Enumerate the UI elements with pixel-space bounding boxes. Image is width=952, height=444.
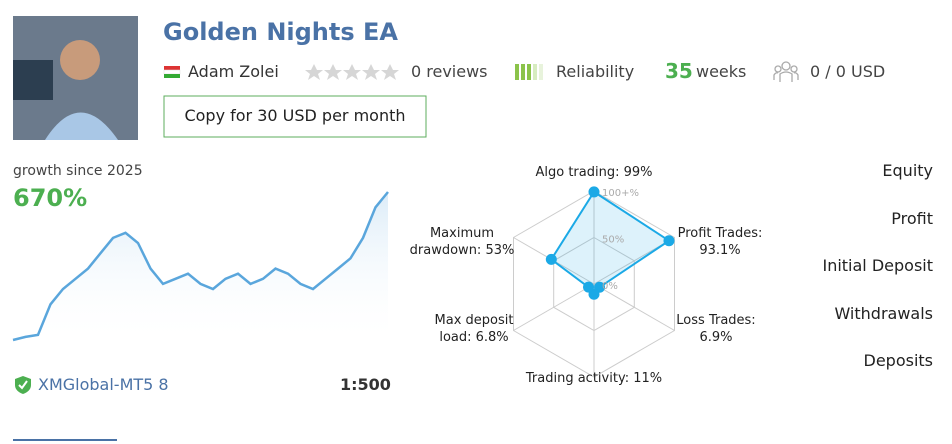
weeks-value: 35 bbox=[665, 59, 693, 83]
radar-label: Max deposit bbox=[435, 313, 514, 328]
copy-button-label[interactable]: Copy for 30 USD per month bbox=[184, 106, 406, 125]
radar-label: Maximum bbox=[430, 226, 494, 241]
title[interactable]: Golden Nights EA bbox=[163, 18, 398, 46]
growth-line bbox=[12, 191, 389, 342]
reviews[interactable]: 0 reviews bbox=[411, 62, 488, 81]
radar-point bbox=[545, 253, 557, 265]
tab[interactable]: Deposits bbox=[863, 351, 934, 370]
subscribers-icon bbox=[773, 61, 799, 82]
radar-label: 93.1% bbox=[699, 243, 740, 258]
flag bbox=[163, 69, 181, 75]
radar-label: load: 6.8% bbox=[439, 330, 508, 345]
radar-tick-label: 0% bbox=[602, 281, 618, 292]
tab[interactable]: Withdrawals bbox=[834, 303, 933, 323]
avatar-bg bbox=[13, 60, 53, 100]
copy-button[interactable] bbox=[163, 95, 427, 138]
growth-label: growth since 2025 bbox=[13, 163, 143, 179]
tab[interactable]: Equity bbox=[882, 161, 933, 180]
reliability-bars bbox=[515, 64, 543, 80]
radar-label: Trading activity: 11% bbox=[525, 371, 662, 386]
radar-label: 6.9% bbox=[699, 330, 732, 345]
avatar-face bbox=[60, 40, 100, 80]
radar-label: Loss Trades: bbox=[676, 313, 755, 328]
radar-tick-label: 50% bbox=[602, 235, 624, 246]
radar-point bbox=[663, 235, 675, 247]
radar-label: Algo trading: 99% bbox=[535, 165, 652, 180]
growth-area bbox=[13, 192, 388, 345]
radar-point bbox=[583, 281, 595, 293]
stars bbox=[305, 64, 399, 80]
radar-label: drawdown: 53% bbox=[410, 243, 515, 258]
reliability: Reliability bbox=[556, 62, 635, 81]
radar-tick-label: 100+% bbox=[602, 188, 639, 199]
growth-value: 670% bbox=[13, 184, 88, 212]
leverage: 1:500 bbox=[340, 375, 391, 394]
subscribers: 0 / 0 USD bbox=[810, 62, 886, 81]
tab[interactable]: Profit bbox=[891, 208, 933, 228]
radar-label: Profit Trades: bbox=[678, 226, 763, 241]
radar-point bbox=[588, 186, 600, 198]
flag bbox=[164, 66, 180, 70]
author[interactable]: Adam Zolei bbox=[188, 62, 279, 81]
radar-spoke bbox=[513, 283, 595, 331]
tab[interactable]: Initial Deposit bbox=[822, 256, 933, 275]
radar-spoke bbox=[593, 283, 675, 331]
verified-check bbox=[18, 380, 28, 390]
flag bbox=[164, 74, 180, 78]
weeks-unit: weeks bbox=[696, 62, 747, 81]
avatar-shirt bbox=[45, 112, 118, 140]
broker[interactable]: XMGlobal-MT5 8 bbox=[38, 375, 169, 394]
